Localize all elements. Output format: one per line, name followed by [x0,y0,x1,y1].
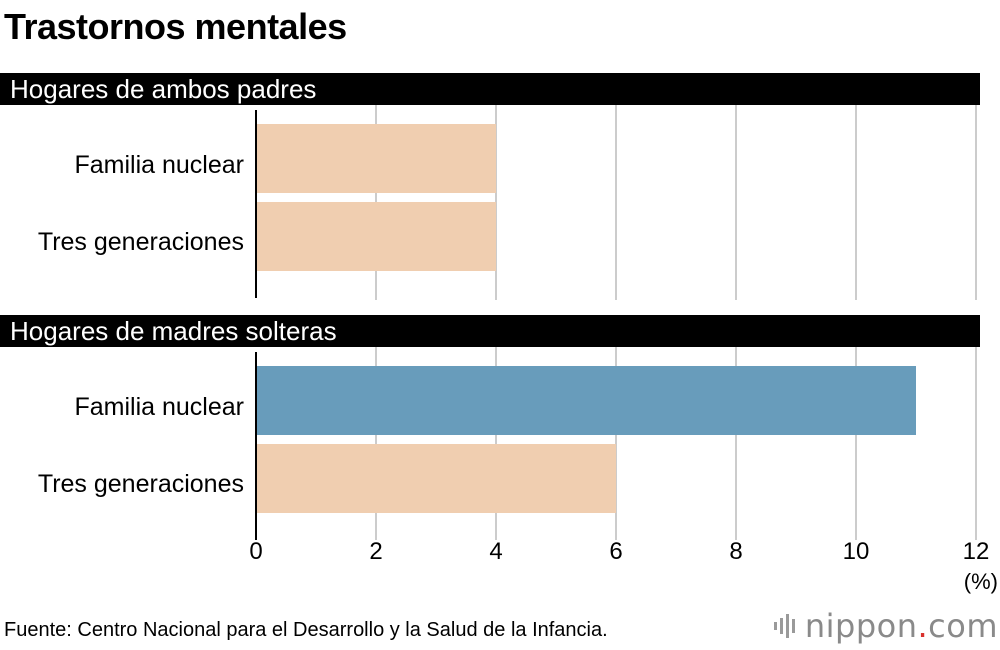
chart-title: Trastornos mentales [4,6,347,47]
bars [256,124,916,513]
sound-wave-icon [773,614,795,638]
bar-1-1 [256,124,496,193]
x-tick-label: 8 [729,538,743,565]
nippon-logo[interactable]: nippon. com [773,606,998,646]
x-tick-label: 12 [962,538,990,565]
brand-name: nippon [804,607,918,645]
x-tick-label: 10 [842,538,870,565]
category-label: Familia nuclear [74,151,244,179]
x-tick-label: 6 [609,538,623,565]
source-note: Fuente: Centro Nacional para el Desarrol… [4,619,608,641]
x-tick-label: 2 [369,538,383,565]
x-tick-label: 0 [249,538,263,565]
category-label: Tres generaciones [37,470,244,498]
x-tick-label: 4 [489,538,503,565]
category-label: Familia nuclear [74,393,244,421]
group-header-ambos-padres: Hogares de ambos padres [0,73,980,105]
brand-dot: . [917,607,929,645]
brand-tld: com [928,607,998,645]
bar-2-1 [256,366,916,435]
category-label: Tres generaciones [37,228,244,256]
unit-label: (%) [963,569,998,594]
bar-1-2 [256,202,496,271]
group-header-madres-solteras: Hogares de madres solteras [0,315,980,347]
bar-2-2 [256,444,616,513]
